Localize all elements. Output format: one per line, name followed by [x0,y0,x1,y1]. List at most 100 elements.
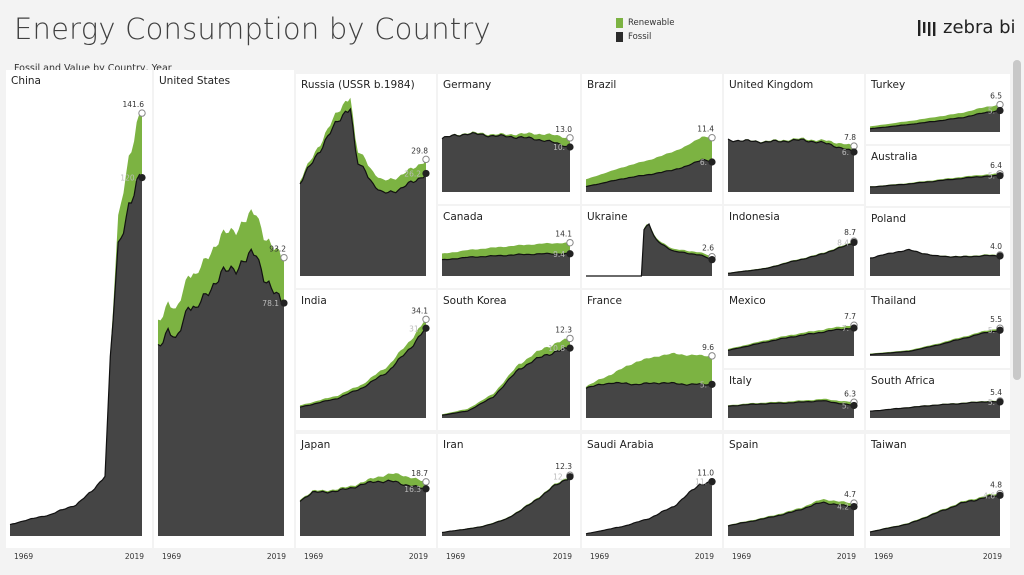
panel-brazil[interactable]: Brazil 11.4 6. [582,74,722,204]
renewable-area-canada [442,242,570,260]
country-title-turkey: Turkey [870,79,905,91]
panel-south-africa[interactable]: South Africa 5.45. [866,370,1010,430]
x-tick-start-spain: 1969 [732,552,751,561]
total-marker-united-kingdom [850,142,858,150]
logo-text: zebra bi [943,17,1016,38]
panel-france[interactable]: France 9.6 5. [582,290,722,430]
total-label-united-states: 93.2 [269,245,286,254]
panel-ukraine[interactable]: Ukraine 2.6 [582,206,722,288]
total-marker-france [708,352,716,360]
fossil-area-russia-ussr-b-1984 [300,109,426,276]
country-title-united-kingdom: United Kingdom [729,79,813,91]
panel-japan[interactable]: Japan 18.7 16.3 [296,434,436,548]
panel-poland[interactable]: Poland 4.0 [866,208,1010,288]
panel-mexico[interactable]: Mexico 7.7 7. [724,290,864,368]
fossil-label-united-states: 78.1 [262,299,279,308]
fossil-line-canada [441,252,571,261]
legend-item-renewable[interactable]: Renewable [616,16,675,30]
panel-south-korea[interactable]: South Korea 12.3 10.8 [438,290,580,430]
total-label-germany: 13.0 [555,125,572,134]
fossil-line-japan [299,479,427,502]
panel-saudi-arabia[interactable]: Saudi Arabia 11.011. [582,434,722,548]
fossil-label-russia-ussr-b-1984: 26.2 [404,169,421,178]
renewable-area-japan [300,473,426,502]
panel-iran[interactable]: Iran 12.3 12. [438,434,580,548]
fossil-area-ukraine [586,224,712,276]
panel-italy[interactable]: Italy 6.3 5. [724,370,864,430]
fossil-line-australia [869,174,1001,188]
total-label-brazil: 11.4 [697,125,714,134]
fossil-area-united-kingdom [728,139,854,192]
fossil-area-spain [728,502,854,536]
renewable-area-taiwan [870,493,1000,533]
total-label-spain: 4.7 [844,490,856,499]
fossil-marker-poland [996,252,1004,260]
total-marker-india [422,315,430,323]
fossil-area-indonesia [728,242,854,276]
country-title-south-korea: South Korea [443,295,507,307]
fossil-line-poland [869,248,1001,259]
renewable-area-australia [870,173,1000,187]
fossil-marker-china [138,174,146,182]
fossil-line-italy [727,400,855,407]
panel-australia[interactable]: Australia 6.4 5. [866,146,1010,206]
fossil-area-japan [300,480,426,536]
country-title-australia: Australia [871,151,917,163]
fossil-marker-thailand [996,326,1004,334]
panel-united-kingdom[interactable]: United Kingdom 7.8 6. [724,74,864,204]
total-label-united-kingdom: 7.8 [844,133,856,142]
country-title-united-states: United States [159,75,230,87]
fossil-line-ukraine [586,223,713,277]
fossil-label-thailand: 5. [988,326,995,335]
scrollbar[interactable] [1013,60,1021,380]
renewable-area-turkey [870,104,1000,129]
panel-china[interactable]: China 141.6 120. [6,70,152,548]
renewable-area-mexico [728,325,854,351]
panel-spain[interactable]: Spain 4.7 4.2 [724,434,864,548]
panel-turkey[interactable]: Turkey 6.5 5. [866,74,1010,144]
total-label-china: 141.6 [123,100,145,109]
fossil-area-iran [442,476,570,536]
total-marker-japan [422,478,430,486]
total-label-south-korea: 12.3 [555,325,572,334]
total-label-south-africa: 5.4 [990,388,1002,397]
country-title-russia-ussr-b-1984: Russia (USSR b.1984) [301,79,415,91]
panel-india[interactable]: India 34.1 31. [296,290,436,430]
fossil-area-taiwan [870,495,1000,536]
fossil-area-germany [442,132,570,192]
renewable-area-france [586,352,712,389]
country-title-italy: Italy [729,375,752,387]
panel-taiwan[interactable]: Taiwan 4.84.6 [866,434,1010,548]
country-title-france: France [587,295,622,307]
legend-item-fossil[interactable]: Fossil [616,30,675,44]
total-marker-united-states [280,253,288,262]
renewable-area-brazil [586,136,712,187]
total-label-taiwan: 4.8 [990,481,1002,490]
panel-russia-ussr-b-1984[interactable]: Russia (USSR b.1984) 29.8 26.2 [296,74,436,288]
fossil-marker-spain [850,503,858,511]
country-title-south-africa: South Africa [871,375,935,387]
fossil-area-france [586,382,712,418]
fossil-line-south-africa [869,400,1001,412]
panel-germany[interactable]: Germany 13.0 10. [438,74,580,204]
fossil-marker-australia [996,172,1004,180]
panel-united-states[interactable]: United States 93.2 78.1 [154,70,294,548]
total-label-saudi-arabia: 11.0 [697,469,714,478]
country-title-japan: Japan [300,439,330,451]
panel-thailand[interactable]: Thailand 5.5 5. [866,290,1010,368]
total-label-india: 34.1 [411,306,428,315]
fossil-label-france: 5. [700,380,707,389]
fossil-area-poland [870,249,1000,276]
fossil-line-indonesia [727,241,855,274]
country-title-taiwan: Taiwan [870,439,907,451]
fossil-area-brazil [586,159,712,192]
fossil-line-turkey [869,109,1001,130]
fossil-label-germany: 10. [553,143,565,152]
panel-indonesia[interactable]: Indonesia 8.78.4 [724,206,864,288]
panel-canada[interactable]: Canada 14.1 9.4 [438,206,580,288]
total-marker-south-korea [566,334,574,343]
total-marker-germany [566,134,574,142]
total-label-russia-ussr-b-1984: 29.8 [411,146,428,155]
country-title-poland: Poland [871,213,906,225]
fossil-line-india [299,327,427,408]
